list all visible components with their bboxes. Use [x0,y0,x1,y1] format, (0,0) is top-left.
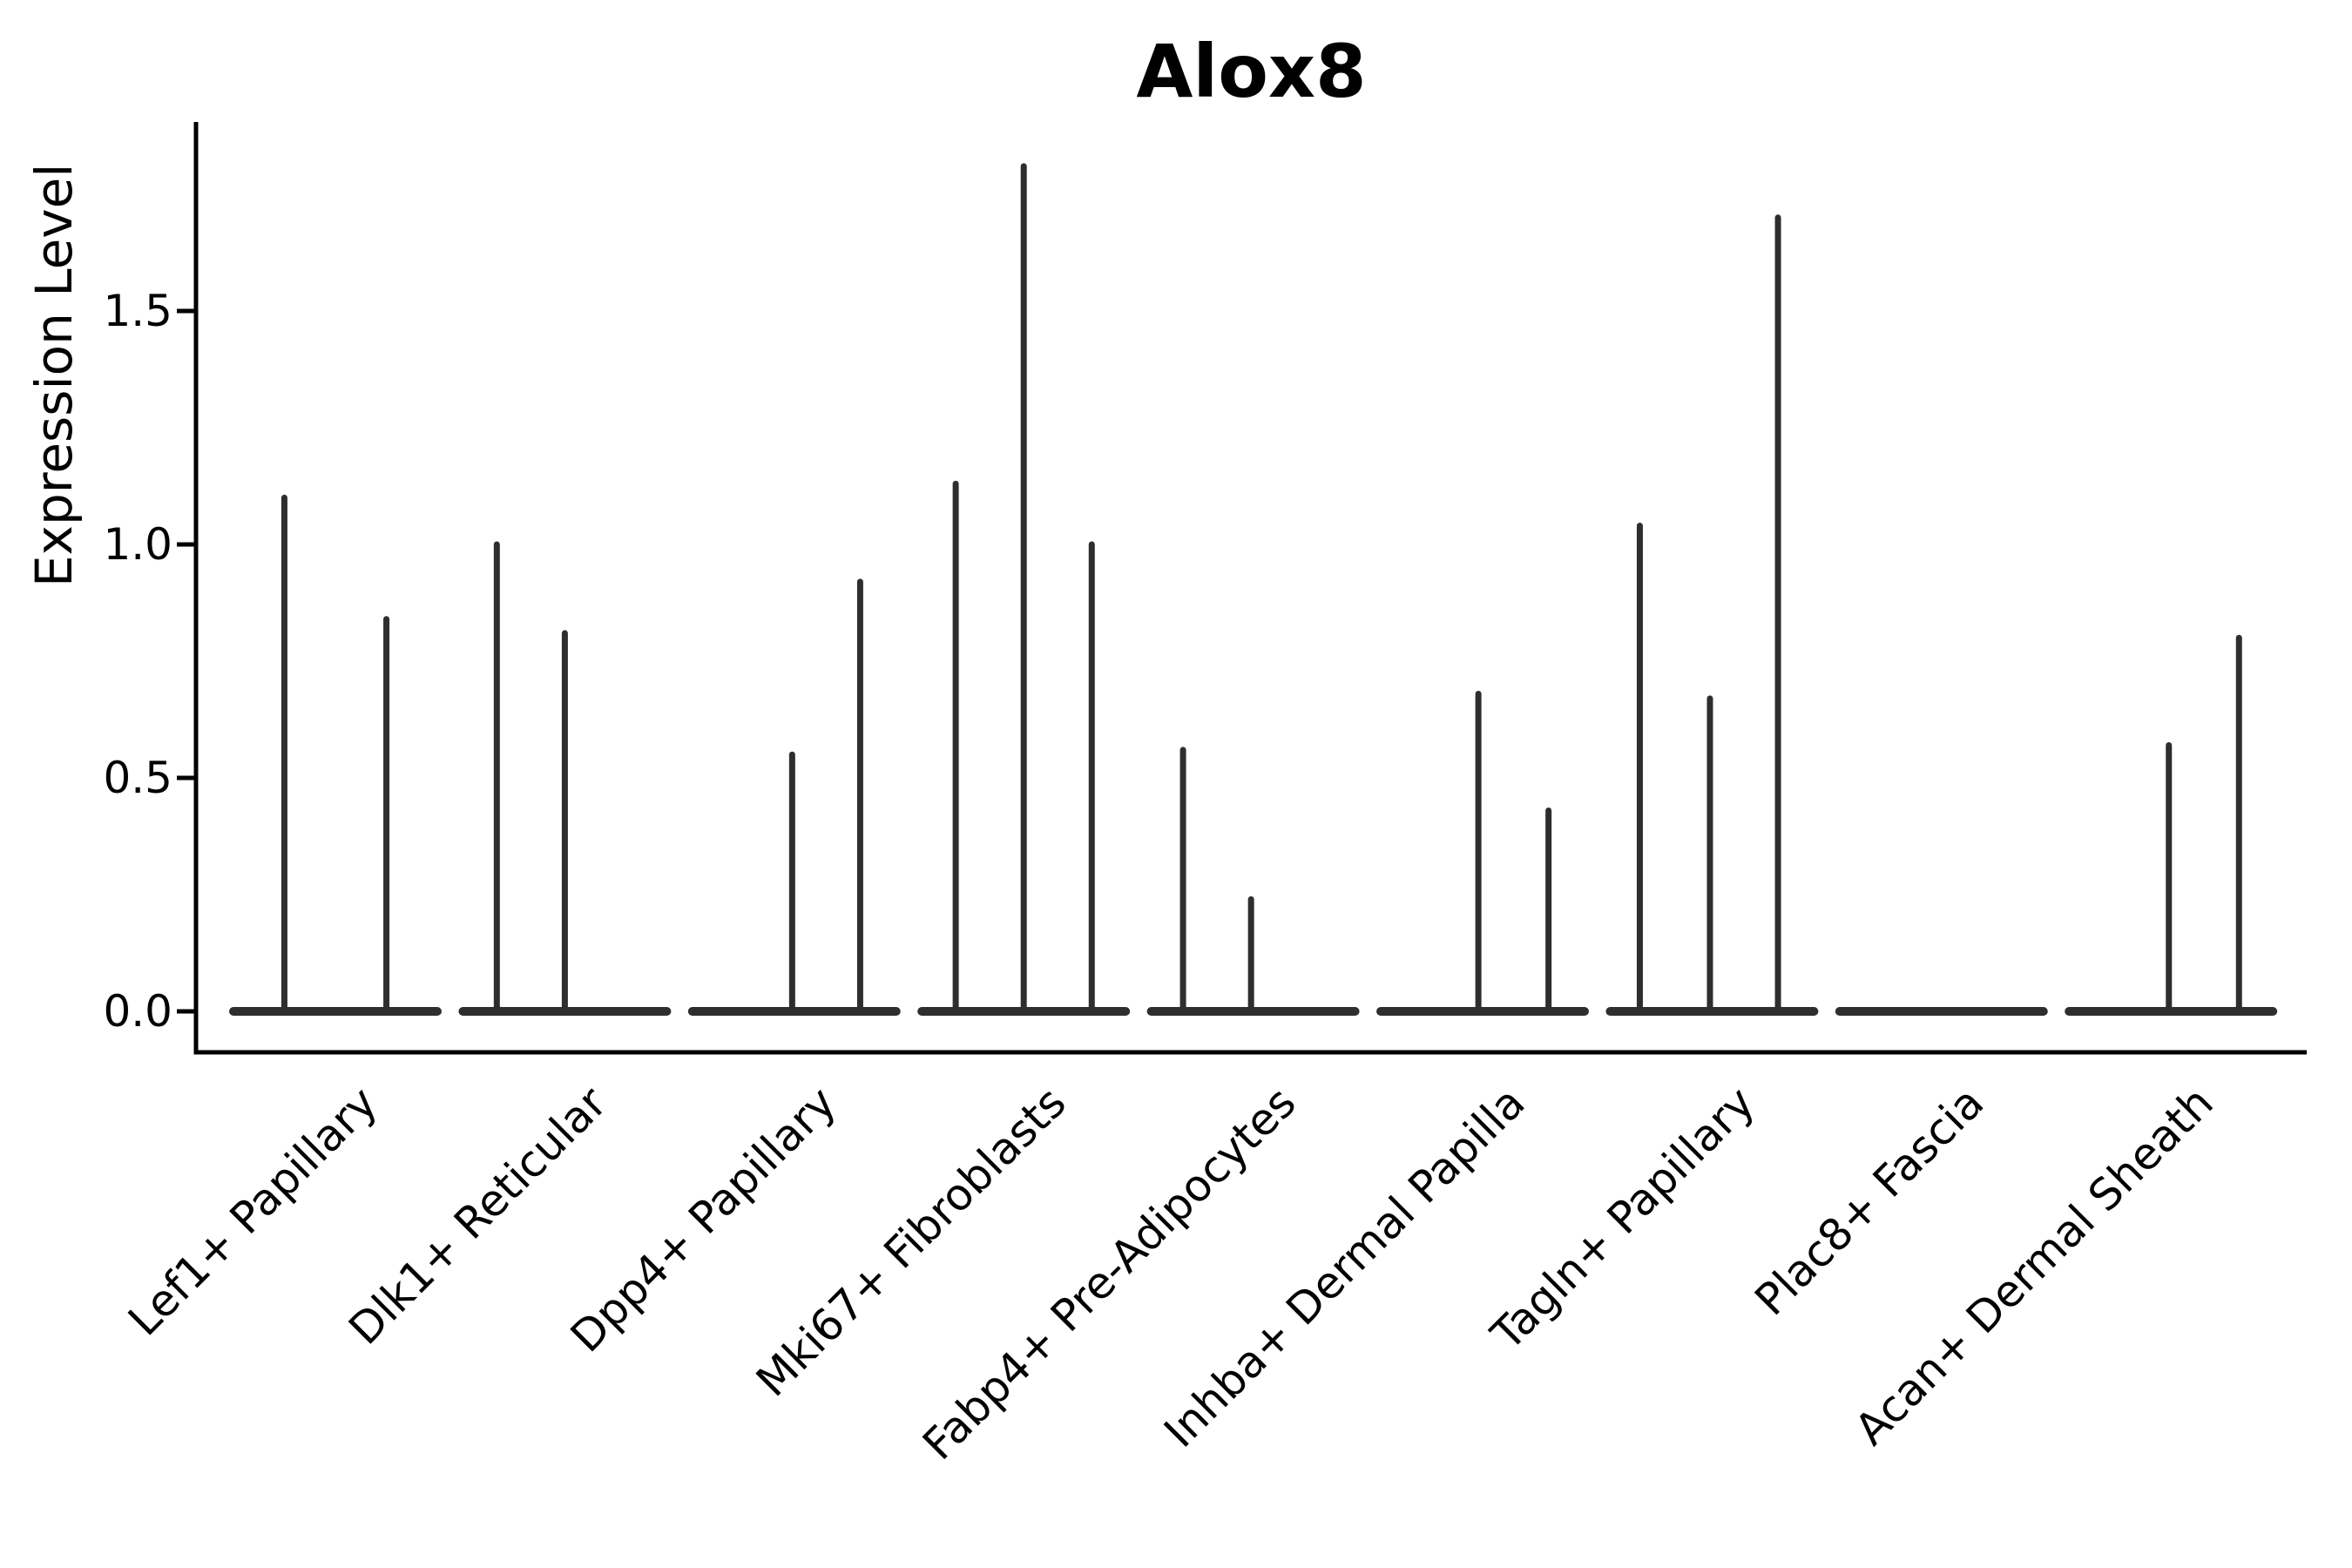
y-tick-label: 1.0 [103,519,172,570]
plot-title: Alox8 [1136,29,1367,114]
y-tick-label: 0.5 [103,753,172,803]
y-tick-label: 0.0 [103,986,172,1037]
y-tick-label: 1.5 [103,286,172,336]
